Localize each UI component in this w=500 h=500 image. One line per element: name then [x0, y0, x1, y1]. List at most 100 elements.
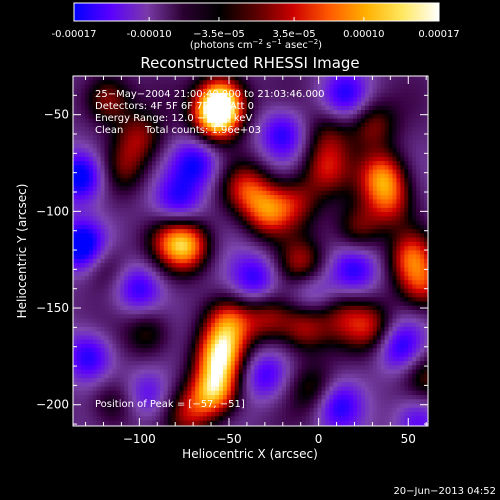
heatmap-cell	[167, 118, 173, 124]
heatmap-cell	[179, 76, 185, 81]
heatmap-cell	[392, 267, 398, 273]
heatmap-cell	[167, 263, 173, 269]
heatmap-cell	[266, 131, 271, 137]
heatmap-cell	[84, 88, 90, 94]
heatmap-cell	[305, 114, 311, 120]
heatmap-cell	[270, 246, 275, 252]
heatmap-cell	[136, 212, 141, 217]
heatmap-cell	[297, 178, 303, 183]
heatmap-cell	[112, 110, 117, 115]
heatmap-cell	[428, 225, 433, 230]
heatmap-cell	[128, 267, 133, 273]
heatmap-cell	[136, 301, 141, 307]
heatmap-cell	[384, 110, 390, 115]
heatmap-cell	[151, 118, 157, 124]
heatmap-cell	[313, 161, 319, 166]
heatmap-cell	[199, 207, 204, 213]
heatmap-cell	[364, 246, 370, 252]
heatmap-cell	[341, 139, 346, 145]
heatmap-cell	[136, 254, 141, 260]
heatmap-cell	[132, 156, 137, 162]
heatmap-cell	[100, 190, 106, 196]
heatmap-cell	[372, 131, 378, 137]
heatmap-cell	[151, 186, 157, 192]
heatmap-cell	[218, 271, 224, 277]
heatmap-cell	[80, 195, 86, 200]
heatmap-cell	[100, 258, 106, 264]
heatmap-cell	[128, 284, 133, 290]
heatmap-cell	[258, 169, 263, 175]
heatmap-cell	[321, 152, 327, 158]
heatmap-cell	[364, 110, 370, 115]
heatmap-cell	[380, 267, 386, 273]
heatmap-cell	[104, 229, 110, 234]
heatmap-cell	[396, 186, 401, 192]
heatmap-cell	[80, 139, 86, 145]
heatmap-cell	[262, 267, 267, 273]
heatmap-cell	[392, 199, 398, 205]
heatmap-cell	[84, 93, 90, 98]
heatmap-cell	[73, 114, 78, 120]
heatmap-cell	[222, 105, 228, 111]
heatmap-cell	[325, 207, 330, 213]
heatmap-cell	[199, 80, 204, 86]
heatmap-cell	[266, 93, 271, 98]
colorbar	[73, 2, 440, 22]
heatmap-cell	[128, 203, 133, 209]
heatmap-cell	[321, 131, 327, 137]
heatmap-cell	[191, 122, 196, 128]
heatmap-cell	[88, 118, 94, 124]
heatmap-cell	[266, 216, 271, 222]
heatmap-cell	[238, 165, 244, 171]
heatmap-cell	[199, 139, 204, 145]
heatmap-cell	[357, 199, 362, 205]
heatmap-cell	[360, 280, 366, 286]
heatmap-cell	[416, 263, 421, 269]
heatmap-cell	[108, 114, 114, 120]
heatmap-cell	[116, 76, 121, 81]
heatmap-cell	[368, 178, 374, 183]
heatmap-cell	[404, 229, 409, 234]
heatmap-cell	[116, 186, 121, 192]
heatmap-cell	[289, 301, 295, 307]
heatmap-cell	[349, 246, 354, 252]
heatmap-cell	[226, 195, 232, 200]
heatmap-cell	[80, 110, 86, 115]
heatmap-cell	[163, 144, 169, 149]
heatmap-cell	[179, 292, 185, 298]
heatmap-cell	[140, 161, 145, 166]
heatmap-cell	[428, 123, 433, 128]
heatmap-cell	[199, 258, 204, 264]
heatmap-cell	[191, 139, 196, 145]
heatmap-cell	[301, 114, 307, 120]
heatmap-cell	[207, 275, 212, 281]
heatmap-cell	[104, 241, 110, 247]
heatmap-cell	[360, 275, 366, 281]
heatmap-cell	[100, 288, 106, 294]
heatmap-cell	[246, 122, 252, 128]
heatmap-cell	[376, 288, 382, 294]
heatmap-cell	[175, 127, 181, 132]
heatmap-cell	[88, 148, 94, 154]
heatmap-cell	[151, 212, 157, 217]
heatmap-cell	[112, 97, 117, 103]
heatmap-cell	[179, 305, 185, 311]
heatmap-cell	[396, 271, 401, 277]
heatmap-cell	[357, 148, 362, 154]
heatmap-cell	[116, 292, 121, 298]
heatmap-cell	[112, 233, 117, 239]
heatmap-cell	[226, 178, 232, 183]
heatmap-cell	[313, 165, 319, 171]
heatmap-cell	[211, 203, 216, 209]
heatmap-cell	[179, 267, 185, 273]
heatmap-cell	[262, 93, 267, 98]
heatmap-cell	[191, 271, 196, 277]
heatmap-cell	[76, 161, 82, 166]
heatmap-cell	[341, 84, 346, 90]
heatmap-cell	[282, 173, 287, 179]
heatmap-cell	[400, 178, 405, 183]
heatmap-cell	[416, 173, 421, 179]
heatmap-cell	[286, 250, 291, 256]
heatmap-cell	[140, 97, 145, 103]
heatmap-cell	[124, 76, 129, 81]
